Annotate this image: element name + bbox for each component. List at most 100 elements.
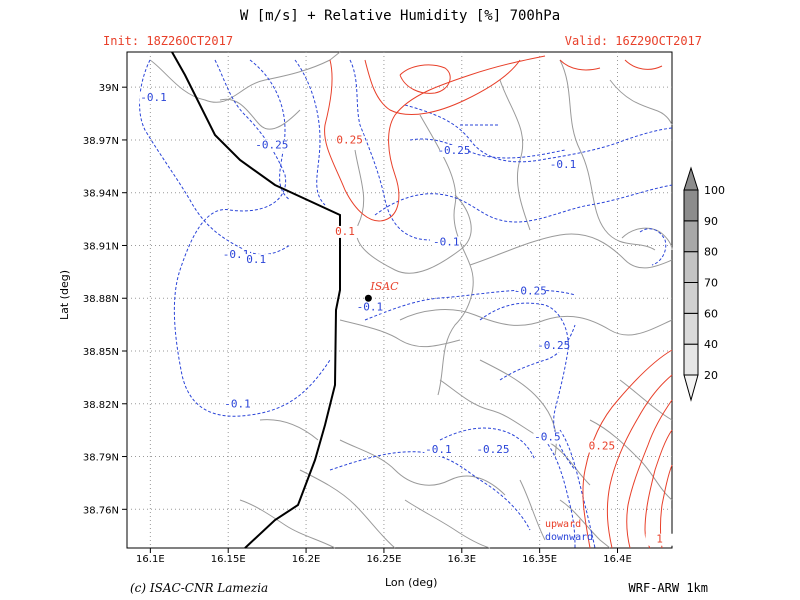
terrain-line: [439, 379, 591, 486]
colorbar-top-arrow: [683, 166, 699, 191]
terrain-line: [404, 499, 491, 549]
downward-contour-label: -0.25: [437, 144, 470, 157]
contour-line: [404, 104, 673, 163]
terrain-line: [354, 149, 472, 274]
downward-contour-label: -0.1: [224, 397, 251, 410]
tick-labels: 16.1E 16.15E 16.2E 16.25E 16.3E 16.35E 16.4E 38…: [83, 83, 632, 565]
x-tick-label: 16.35E: [522, 554, 557, 565]
grid-lines: [122, 52, 672, 553]
x-tick-label: 16.3E: [447, 554, 476, 565]
colorbar-segment: [683, 251, 699, 284]
downward-contour-label: -0.25: [476, 443, 509, 456]
contour-line: [439, 427, 536, 461]
contour-labels: -0.1 -0.25 -0.25 -0.1 -0.1 0.1 -0.1 -0.25 -0.1 -0…: [139, 91, 674, 546]
downward-w-contours: [139, 59, 673, 549]
y-tick-label: 38.76N: [83, 505, 119, 516]
contour-label-bg: [139, 92, 168, 105]
downward-contour-label: -0.25: [514, 285, 547, 298]
y-axis-label: Lat (deg): [58, 270, 71, 320]
contour-label-bg: [645, 533, 674, 546]
terrain-line: [469, 233, 673, 269]
terrain-contours: [149, 51, 673, 549]
contour-line: [173, 59, 331, 417]
coastline-path: [171, 51, 341, 549]
contour-label-bg: [223, 398, 252, 411]
terrain-line: [399, 309, 673, 336]
downward-contour-label: 0.1: [246, 253, 266, 266]
y-tick-label: 38.97N: [83, 136, 119, 147]
terrain-line: [259, 419, 319, 441]
downward-contour-label: -0.1: [140, 91, 167, 104]
coastline: [171, 51, 341, 549]
terrain-line: [339, 319, 461, 348]
contour-line: [559, 59, 601, 71]
x-tick-label: 16.15E: [211, 554, 246, 565]
y-tick-label: 38.91N: [83, 241, 119, 252]
terrain-line: [621, 227, 673, 251]
colorbar-segment: [683, 189, 699, 222]
contour-label-bg: [432, 236, 461, 249]
terrain-line: [619, 379, 673, 421]
terrain-line: [519, 479, 546, 541]
station-dot: [364, 294, 372, 302]
upward-contour-label: 1: [656, 533, 663, 546]
terrain-line: [559, 499, 611, 549]
colorbar-segment: [683, 220, 699, 253]
contour-line: [544, 439, 576, 549]
colorbar-tick-label: 40: [704, 338, 718, 351]
downward-contour-label: -0.25: [537, 339, 570, 352]
colorbar-bottom-arrow: [683, 374, 699, 402]
terrain-line: [609, 79, 673, 126]
x-tick-label: 16.2E: [292, 554, 321, 565]
x-tick-label: 16.1E: [136, 554, 165, 565]
contour-line: [624, 59, 663, 70]
contour-label-bg: [549, 159, 577, 172]
contour-label-bg: [533, 431, 562, 444]
terrain-line: [559, 59, 656, 251]
contour-line: [364, 289, 576, 321]
contour-label-bg: [516, 285, 545, 298]
legend-downward-label: downward: [545, 532, 593, 543]
legend-upward-label: upward: [545, 519, 581, 530]
contour-label-bg: [539, 340, 568, 353]
direction-legend: upward downward: [545, 519, 593, 543]
contour-line: [374, 184, 673, 223]
credit-label: (c) ISAC-CNR Lamezia: [130, 581, 269, 595]
colorbar-tick-label: 70: [704, 277, 718, 290]
contour-line: [329, 451, 531, 531]
contour-line: [349, 59, 431, 241]
contour-label-bg: [440, 145, 468, 158]
terrain-line: [149, 51, 341, 103]
upward-contour-label: 0.1: [335, 225, 355, 238]
y-tick-label: 38.79N: [83, 453, 119, 464]
colorbar-segment: [683, 312, 699, 345]
model-label: WRF-ARW 1km: [628, 581, 708, 595]
downward-contour-label: -0.1: [425, 443, 452, 456]
contour-line: [399, 64, 451, 94]
contour-label-bg: [355, 301, 384, 314]
contour-line: [409, 138, 566, 159]
terrain-line: [219, 98, 301, 130]
contour-line: [606, 374, 673, 549]
contour-line: [249, 59, 291, 201]
terrain-line: [239, 499, 336, 549]
contour-label-bg: [257, 139, 286, 152]
contour-line: [139, 59, 291, 256]
contour-line: [559, 429, 596, 549]
chart-title: W [m/s] + Relative Humidity [%] 700hPa: [239, 8, 561, 24]
x-tick-label: 16.25E: [366, 554, 401, 565]
downward-contour-label: -0.1: [550, 158, 577, 171]
plot-frame: [126, 51, 673, 549]
contour-line: [499, 324, 576, 381]
terrain-line: [589, 419, 673, 501]
colorbar-tick-label: 80: [704, 246, 718, 259]
humidity-colorbar: 20 40 60 70 80 90 100: [683, 166, 725, 402]
terrain-line: [299, 469, 396, 549]
colorbar-segment: [683, 343, 699, 376]
colorbar-tick-label: 100: [704, 184, 725, 197]
contour-label-bg: [478, 444, 507, 457]
valid-time-label: Valid: 16Z29OCT2017: [564, 34, 702, 48]
contour-line: [324, 55, 546, 222]
x-tick-label: 16.4E: [603, 554, 632, 565]
contour-line: [639, 228, 667, 266]
